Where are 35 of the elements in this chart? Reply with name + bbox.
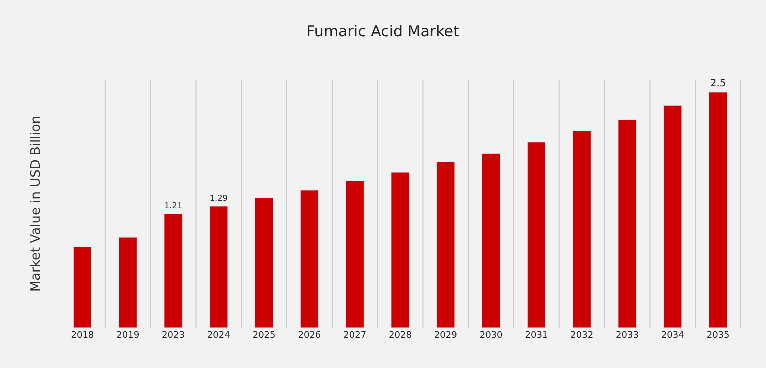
x-tick-label: 2027 <box>344 331 367 341</box>
x-tick-label: 2018 <box>71 331 94 341</box>
x-tick-label: 2028 <box>389 331 412 341</box>
x-tick-label: 2029 <box>434 331 458 341</box>
x-tick-label: 2034 <box>661 331 685 341</box>
bar <box>164 214 183 328</box>
x-tick-label: 2026 <box>298 331 322 341</box>
x-tick-label: 2023 <box>162 331 185 341</box>
bar <box>118 237 138 328</box>
chart-title: Fumaric Acid Market <box>306 22 460 40</box>
y-axis-title: Market Value in USD Billion <box>28 116 44 292</box>
x-tick-label: 2031 <box>525 331 548 341</box>
data-label: 1.29 <box>210 192 228 203</box>
bar <box>391 172 410 328</box>
bar <box>664 105 682 328</box>
x-tick-label: 2030 <box>480 331 504 341</box>
bar <box>254 198 274 328</box>
x-tick-label: 2033 <box>616 331 639 341</box>
bar <box>210 206 228 328</box>
data-label: 1.21 <box>164 200 183 211</box>
bar <box>436 162 456 328</box>
bar <box>346 180 364 328</box>
bar <box>708 92 728 328</box>
data-label: 2.5 <box>710 78 726 90</box>
bar <box>572 130 592 328</box>
bar <box>618 119 637 328</box>
x-tick-label: 2024 <box>207 331 231 341</box>
bar <box>73 246 92 328</box>
x-tick-label: 2025 <box>252 331 276 341</box>
bar <box>482 153 501 328</box>
bar <box>527 142 546 328</box>
x-tick-label: 2019 <box>116 331 140 341</box>
x-tick-label: 2032 <box>570 331 594 341</box>
x-tick-label: 2035 <box>706 331 730 341</box>
bar <box>300 190 320 328</box>
